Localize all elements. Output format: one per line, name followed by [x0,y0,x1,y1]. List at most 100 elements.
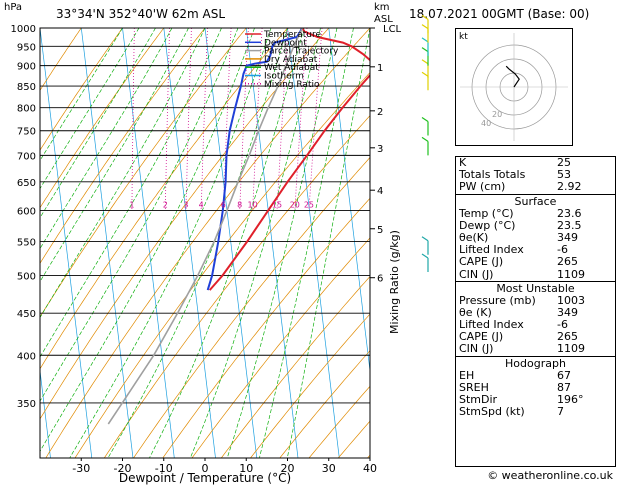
index-value: 67 [557,368,571,382]
index-label: θe (K) [459,305,492,319]
mixing-ratio-line [200,28,208,211]
wind-barb [421,59,429,78]
mixing-ratio-line [164,28,170,211]
index-label: SREH [459,380,489,394]
index-label: Temp (°C) [459,206,514,220]
isotherm-line [122,28,175,458]
dewpoint-profile [206,28,303,291]
altitude-axis: 6 5 4 3 2 1 LCL [370,24,402,285]
temperature-tick-label: 0 [202,462,209,475]
pressure-tick-label: 800 [17,104,36,115]
wind-barb [421,14,429,34]
pressure-tick-label: 850 [17,82,36,93]
dry-adiabat-line [397,28,455,458]
index-row-k: K 25 [459,156,571,169]
legend-entry: Dry Adiabat [264,55,318,65]
pressure-axis: 350 400 450 500 550 600 650 700 750 800 850 900 950 1… [11,24,36,410]
pressure-tick-label: 900 [17,62,36,73]
mixing-ratio-labels: 1 2 3 4 6 8 10 15 20 25 [129,200,314,209]
index-label: StmDir [459,393,498,406]
index-value: 23.5 [557,218,582,232]
temperature-tick-label: -10 [155,462,173,475]
isotherm-line [40,367,51,458]
km-unit: km [374,2,390,13]
legend-entry: Dewpoint [264,38,307,48]
hodograph-stats-section: EH 67 SREH 87 StmDir 196° StmSpd (kt) 7 [456,368,615,419]
index-row: Lifted Index -6 [456,243,615,257]
hodograph-ring-label: 20 [492,110,502,119]
mixing-ratio-label: 2 [163,200,168,209]
mixing-ratio-line [222,28,232,211]
plot-frame [39,27,371,459]
index-row: Temp (°C) 23.6 [456,206,615,220]
index-row: θe(K) 349 [456,230,615,244]
wind-barb [421,136,429,156]
index-row-tt: Totals Totals 53 [459,168,571,182]
hodograph-stats-title: Hodograph [456,355,615,370]
altitude-tick-label: 5 [377,225,383,236]
index-label: Dewp (°C) [459,218,516,232]
index-row: StmSpd (kt) 7 [456,405,615,418]
dry-adiabat-line [162,197,370,458]
skewt-chart: 3504004505005506006507007508008509009501… [11,14,455,485]
dry-adiabat-line [250,313,370,458]
wet-adiabat-line [40,28,255,452]
index-value: 23.6 [557,206,582,220]
parcel-trajectory-profile [107,28,304,425]
pressure-tick-label: 750 [17,127,36,138]
profile-lines [107,28,370,425]
x-axis-title: Dewpoint / Temperature (°C) [119,471,291,485]
pressure-tick-label: 650 [17,178,36,189]
most-unstable-section: Pressure (mb) 1003 θe (K) 349 Lifted Index -6… [456,294,615,356]
mixing-ratio-label: 4 [199,200,204,209]
wind-barb [421,37,429,56]
mixing-ratio-label: 1 [129,200,134,209]
legend-entry: Temperature [263,30,321,40]
index-label: CIN (J) [459,342,494,356]
wind-barb [421,236,429,255]
index-value: 196° [557,393,584,406]
hodograph-trace [505,65,520,88]
asl-unit: ASL [374,14,393,25]
index-label: EH [459,368,475,382]
index-row: θe (K) 349 [456,305,615,319]
altitude-tick-label: 3 [377,144,383,155]
index-label: CIN (J) [459,267,494,281]
dry-adiabat-line [221,275,370,458]
mixing-ratio-line [185,28,192,211]
most-unstable-title: Most Unstable [456,280,615,295]
wind-barbs [421,14,429,273]
altitude-unit-label: km ASL [374,2,393,26]
mixing-ratio-line [131,28,135,211]
mixing-ratio-label: 20 [290,200,300,209]
wind-barb [421,253,429,273]
index-row: Lifted Index -6 [456,318,615,331]
wet-adiabat-line [286,28,370,458]
mixing-ratio-label: 15 [272,200,282,209]
index-row: Dewp (°C) 23.5 [456,218,615,232]
legend-entry: Isotherm [264,72,304,82]
index-value: 349 [557,230,578,244]
hodograph-line [505,65,520,88]
mixing-ratio-label: 6 [221,200,226,209]
isotherm-line [40,28,93,458]
index-row: SREH 87 [456,380,615,394]
temperature-tick-label: 20 [281,462,295,475]
index-row: EH 67 [456,368,615,382]
basic-indices: K 25 Totals Totals 53 PW (cm) 2.92 [456,156,615,194]
credit-footer: © weatheronline.co.uk [487,469,613,482]
surface-section: Temp (°C) 23.6 Dewp (°C) 23.5 θe(K) 349 Lifted… [456,206,615,281]
index-row: CAPE (J) 265 [456,256,615,268]
wet-adiabat-line [40,28,222,358]
index-value: 349 [557,305,578,319]
background-lines [40,28,455,458]
isotherm-line [245,28,299,458]
index-row: CIN (J) 1109 [456,343,615,355]
temperature-tick-label: -30 [72,462,90,475]
index-label: θe(K) [459,230,489,244]
pressure-tick-label: 350 [17,399,36,410]
isotherm-line [80,28,134,458]
dry-adiabat-line [40,28,123,151]
index-value: -6 [557,243,568,257]
